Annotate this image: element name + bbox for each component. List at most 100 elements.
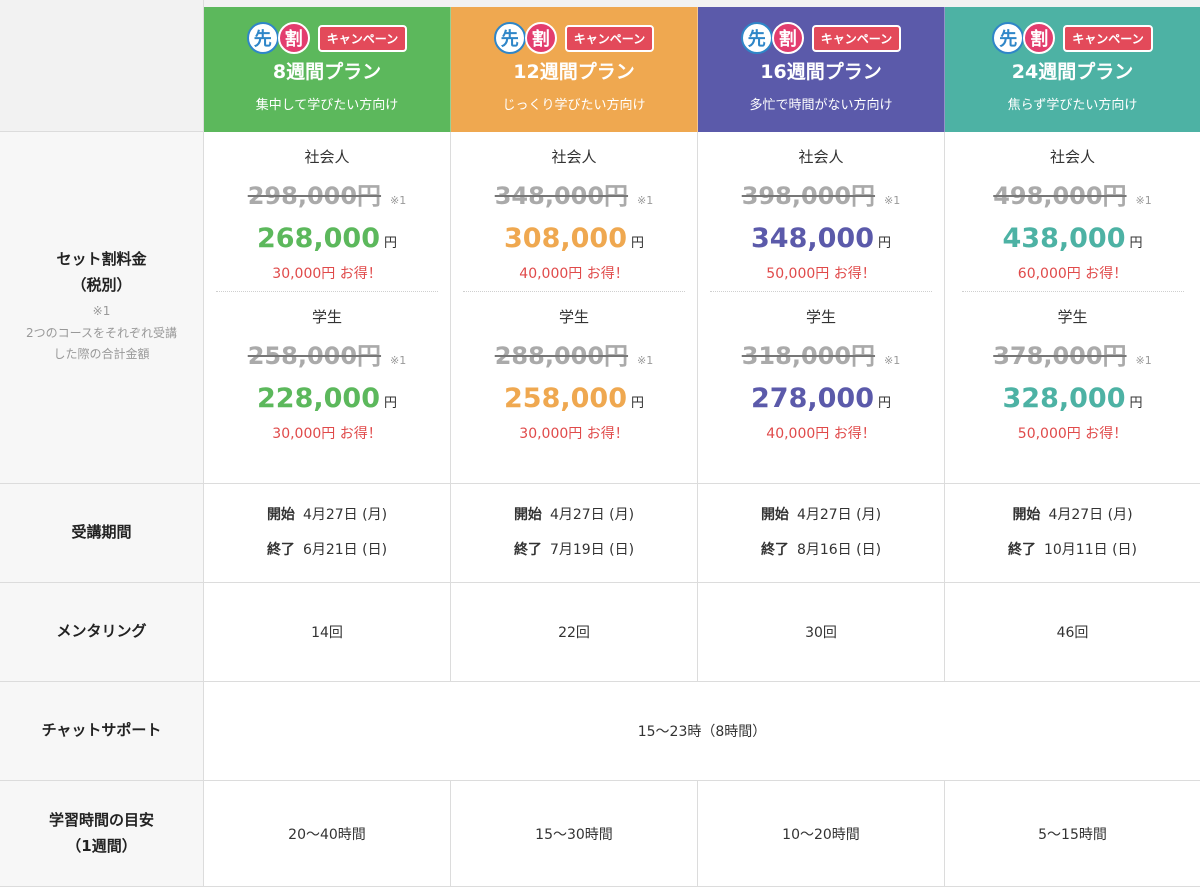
price-cell-8-weeks: 社会人 298,000円 ※1 268,000 円 30,000円 お得！ 学生 2… — [204, 132, 451, 484]
plan-subtitle: 焦らず学びたい方向け — [1007, 98, 1138, 113]
saving-text: 30,000円 お得！ — [519, 426, 629, 442]
original-price: 298,000円 ※1 — [248, 176, 407, 211]
price-label: セット割料金 — [56, 250, 147, 269]
student-label: 学生 — [1057, 308, 1088, 326]
plan-title: 8週間プラン — [272, 61, 382, 83]
row-label-set-price: セット割料金 （税別） ※1 2つのコースをそれぞれ受講 した際の合計金額 — [0, 132, 204, 484]
original-price-value: 318,000円 — [741, 342, 876, 370]
note-mark: ※1 — [390, 194, 407, 207]
price-note-mark: ※1 — [92, 304, 111, 319]
plan-title: 12週間プラン — [513, 61, 635, 83]
study-time-cell: 15〜30時間 — [451, 781, 698, 887]
study-sub-label: （1週間） — [66, 836, 137, 855]
end-date: 終了 6月21日 (日) — [267, 533, 387, 568]
saving-text: 50,000円 お得！ — [766, 266, 876, 282]
worker-price: 社会人 348,000円 ※1 308,000 円 40,000円 お得！ — [463, 146, 685, 292]
start-label: 開始 — [1012, 507, 1041, 523]
original-price-value: 378,000円 — [993, 342, 1127, 370]
plan-subtitle: 多忙で時間がない方向け — [749, 98, 893, 113]
sale-price: 278,000 円 — [751, 383, 891, 414]
campaign-label: キャンペーン — [317, 24, 408, 52]
yen-unit: 円 — [630, 396, 644, 411]
period-cell-24-weeks: 開始 4月27日 (月) 終了 10月11日 (日) — [945, 484, 1200, 583]
saving-text: 40,000円 お得！ — [766, 426, 876, 442]
saving-text: 50,000円 お得！ — [1017, 426, 1128, 442]
plan-header-12-weeks: 先 割 キャンペーン 12週間プラン じっくり学びたい方向け — [451, 7, 698, 132]
campaign-badge: 先 割 キャンペーン — [493, 21, 655, 55]
start-date: 開始 4月27日 (月) — [514, 498, 634, 533]
student-label: 学生 — [311, 308, 342, 326]
end-label: 終了 — [1007, 542, 1036, 558]
sale-price-value: 328,000 — [1002, 383, 1126, 414]
end-date-value: 10月11日 (日) — [1043, 542, 1137, 558]
sale-price-value: 278,000 — [751, 383, 874, 414]
start-date-value: 4月27日 (月) — [549, 507, 635, 523]
start-date: 開始 4月27日 (月) — [267, 498, 387, 533]
student-label: 学生 — [805, 308, 836, 326]
yen-unit: 円 — [630, 236, 644, 251]
sale-price-value: 308,000 — [504, 223, 627, 254]
worker-label: 社会人 — [798, 148, 844, 166]
start-label: 開始 — [760, 507, 789, 523]
note-mark: ※1 — [884, 194, 901, 207]
row-label-mentoring: メンタリング — [0, 583, 204, 682]
wari-circle-icon: 割 — [771, 22, 804, 54]
start-date: 開始 4月27日 (月) — [761, 498, 881, 533]
chat-support-hours: 15〜23時（8時間） — [204, 682, 1200, 781]
start-date-value: 4月27日 (月) — [796, 507, 882, 523]
plan-title: 16週間プラン — [760, 61, 882, 83]
start-date: 開始 4月27日 (月) — [1012, 498, 1132, 533]
wari-circle-icon: 割 — [524, 22, 557, 54]
saving-text: 40,000円 お得！ — [519, 266, 629, 282]
worker-label: 社会人 — [1049, 148, 1095, 166]
worker-price: 社会人 298,000円 ※1 268,000 円 30,000円 お得！ — [216, 146, 438, 292]
original-price-value: 258,000円 — [247, 342, 382, 370]
saki-circle-icon: 先 — [493, 22, 526, 54]
sale-price-value: 258,000 — [504, 383, 627, 414]
price-cell-12-weeks: 社会人 348,000円 ※1 308,000 円 40,000円 お得！ 学生 2… — [451, 132, 698, 484]
sale-price: 258,000 円 — [504, 383, 644, 414]
campaign-badge: 先 割 キャンペーン — [246, 21, 408, 55]
plan-subtitle: 集中して学びたい方向け — [255, 98, 399, 113]
worker-price: 社会人 398,000円 ※1 348,000 円 50,000円 お得！ — [710, 146, 932, 292]
table-corner — [0, 0, 204, 132]
saving-text: 60,000円 お得！ — [1017, 266, 1128, 282]
row-label-period: 受講期間 — [0, 484, 204, 583]
sale-price-value: 228,000 — [257, 383, 380, 414]
plan-subtitle: じっくり学びたい方向け — [502, 98, 646, 113]
price-cell-24-weeks: 社会人 498,000円 ※1 438,000 円 60,000円 お得！ 学生 3… — [945, 132, 1200, 484]
study-label: 学習時間の目安 — [48, 811, 154, 829]
mentoring-cell: 14回 — [204, 583, 451, 682]
end-label: 終了 — [266, 542, 295, 558]
yen-unit: 円 — [1129, 236, 1143, 251]
original-price: 288,000円 ※1 — [495, 336, 654, 371]
price-note-line: した際の合計金額 — [53, 347, 150, 362]
student-price: 学生 318,000円 ※1 278,000 円 40,000円 お得！ — [710, 292, 932, 443]
plan-header-24-weeks: 先 割 キャンペーン 24週間プラン 焦らず学びたい方向け — [945, 7, 1200, 132]
study-time-cell: 20〜40時間 — [204, 781, 451, 887]
saki-circle-icon: 先 — [992, 22, 1025, 54]
period-cell-8-weeks: 開始 4月27日 (月) 終了 6月21日 (日) — [204, 484, 451, 583]
original-price: 498,000円 ※1 — [993, 176, 1152, 211]
wari-circle-icon: 割 — [277, 22, 310, 54]
end-date: 終了 7月19日 (日) — [514, 533, 634, 568]
sale-price: 348,000 円 — [751, 223, 891, 254]
start-date-value: 4月27日 (月) — [1048, 507, 1133, 523]
yen-unit: 円 — [877, 396, 891, 411]
saving-text: 30,000円 お得！ — [272, 426, 382, 442]
original-price-value: 298,000円 — [247, 182, 382, 210]
student-price: 学生 258,000円 ※1 228,000 円 30,000円 お得！ — [216, 292, 438, 443]
student-price: 学生 378,000円 ※1 328,000 円 50,000円 お得！ — [962, 292, 1184, 443]
campaign-badge: 先 割 キャンペーン — [740, 21, 902, 55]
campaign-label: キャンペーン — [1063, 24, 1153, 52]
row-label-study-time: 学習時間の目安 （1週間） — [0, 781, 204, 887]
end-date: 終了 8月16日 (日) — [761, 533, 881, 568]
price-cell-16-weeks: 社会人 398,000円 ※1 348,000 円 50,000円 お得！ 学生 3… — [698, 132, 945, 484]
wari-circle-icon: 割 — [1023, 22, 1056, 54]
saki-circle-icon: 先 — [740, 22, 773, 54]
original-price-value: 288,000円 — [494, 342, 629, 370]
plan-title: 24週間プラン — [1011, 61, 1134, 83]
yen-unit: 円 — [1129, 396, 1143, 411]
original-price: 348,000円 ※1 — [495, 176, 654, 211]
sale-price: 308,000 円 — [504, 223, 644, 254]
